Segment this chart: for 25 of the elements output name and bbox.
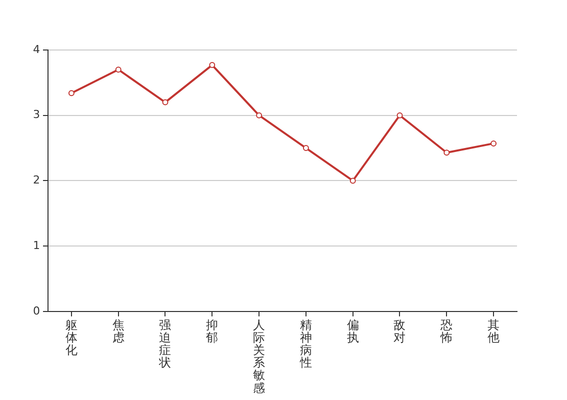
point xyxy=(256,112,262,118)
point xyxy=(396,112,403,118)
point xyxy=(490,140,497,146)
y-tick-label: 1 xyxy=(33,238,40,252)
point xyxy=(302,145,309,152)
x-tick-label: 偏执 xyxy=(346,318,359,344)
point xyxy=(209,62,216,68)
x-tick-label: 强迫症状 xyxy=(158,318,172,370)
x-tick-label: 抑郁 xyxy=(206,318,218,344)
x-tick-label: 焦虑 xyxy=(112,318,124,344)
y-tick-label: 0 xyxy=(33,304,40,318)
point xyxy=(162,99,168,106)
x-tick-label: 恐怖 xyxy=(440,318,453,344)
x-tick-label: 其他 xyxy=(488,318,500,344)
x-tick-label: 敌对 xyxy=(394,318,406,344)
y-tick-label: 3 xyxy=(33,108,40,122)
point xyxy=(350,178,356,184)
y-tick-label: 2 xyxy=(33,174,40,187)
x-tick-label: 精神病性 xyxy=(298,318,312,370)
point xyxy=(444,150,450,156)
point xyxy=(115,66,122,73)
y-tick-label: 4 xyxy=(33,42,40,56)
x-tick-label: 人际关系敏感 xyxy=(253,318,266,395)
point xyxy=(68,90,74,96)
x-tick-label: 躯体化 xyxy=(65,318,78,358)
